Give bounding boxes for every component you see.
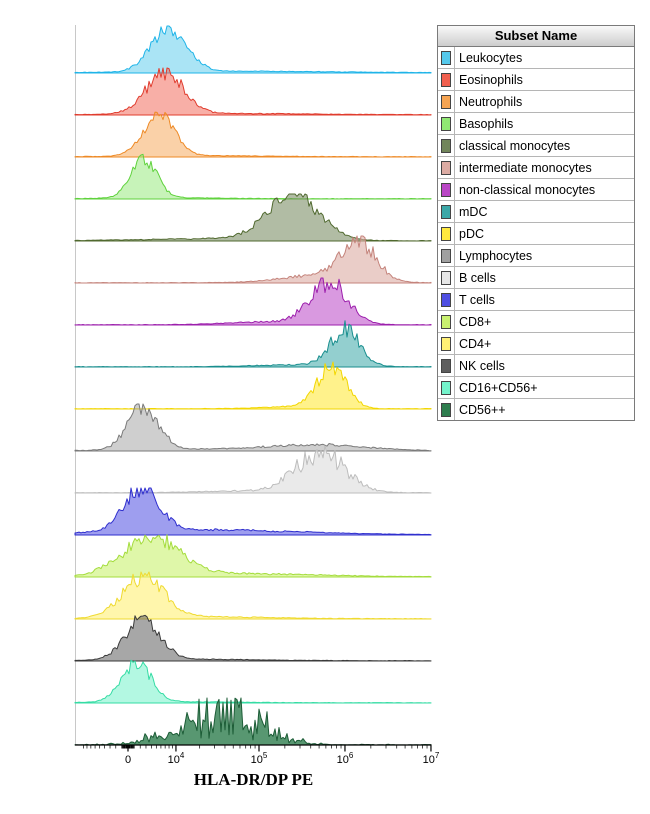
subset-color-swatch xyxy=(441,138,451,153)
histogram-curve xyxy=(74,534,432,578)
histogram-curve xyxy=(74,193,432,242)
subset-color-swatch xyxy=(441,336,451,351)
histogram-curve xyxy=(74,235,432,284)
subset-name-label: pDC xyxy=(459,226,485,241)
swatch-cell xyxy=(438,47,455,68)
subset-name-label: classical monocytes xyxy=(459,138,571,153)
subset-color-swatch xyxy=(441,160,451,175)
swatch-cell xyxy=(438,223,455,244)
legend-row-leukocytes[interactable]: Leukocytes xyxy=(438,47,634,69)
x-tick-label: 0 xyxy=(125,754,131,766)
swatch-cell xyxy=(438,179,455,200)
subset-name-label: NK cells xyxy=(459,358,505,373)
subset-name-label: Eosinophils xyxy=(459,72,523,87)
subset-name-label: Lymphocytes xyxy=(459,248,533,263)
subset-color-swatch xyxy=(441,402,451,417)
histogram-curve xyxy=(74,277,432,326)
histogram-curve xyxy=(74,445,432,494)
subset-name-label: CD4+ xyxy=(459,336,492,351)
subset-color-swatch xyxy=(441,94,451,109)
histogram-curve xyxy=(74,487,432,536)
legend-row-cd16-cd56-[interactable]: CD16+CD56+ xyxy=(438,377,634,399)
swatch-cell xyxy=(438,157,455,178)
x-tick-label: 107 xyxy=(423,751,440,766)
swatch-cell xyxy=(438,333,455,354)
x-tick-label: 104 xyxy=(168,751,185,766)
histogram-curve xyxy=(74,571,432,620)
histogram-curve xyxy=(74,697,432,746)
legend-row-pdc[interactable]: pDC xyxy=(438,223,634,245)
subset-name-label: mDC xyxy=(459,204,488,219)
subset-color-swatch xyxy=(441,380,451,395)
legend-row-cd4-[interactable]: CD4+ xyxy=(438,333,634,355)
histogram-curve xyxy=(74,659,432,704)
swatch-cell xyxy=(438,245,455,266)
subset-color-swatch xyxy=(441,204,451,219)
histogram-curve xyxy=(74,614,432,662)
subset-name-label: B cells xyxy=(459,270,496,285)
legend-row-nk-cells[interactable]: NK cells xyxy=(438,355,634,377)
histogram-plot: 0 104 105 106 107 xyxy=(74,25,440,766)
subset-name-label: non-classical monocytes xyxy=(459,182,596,197)
subset-color-swatch xyxy=(441,50,451,65)
legend-row-lymphocytes[interactable]: Lymphocytes xyxy=(438,245,634,267)
histogram-curve xyxy=(74,320,432,368)
histogram-curve xyxy=(74,67,432,116)
legend-row-cd8-[interactable]: CD8+ xyxy=(438,311,634,333)
legend-header: Subset Name xyxy=(438,26,634,47)
subset-name-label: CD56++ xyxy=(459,402,506,417)
histogram-curve xyxy=(74,111,432,158)
subset-color-swatch xyxy=(441,116,451,131)
legend-row-intermediate-monocytes[interactable]: intermediate monocytes xyxy=(438,157,634,179)
legend-row-neutrophils[interactable]: Neutrophils xyxy=(438,91,634,113)
legend-row-basophils[interactable]: Basophils xyxy=(438,113,634,135)
x-tick-label: 106 xyxy=(337,751,354,766)
swatch-cell xyxy=(438,91,455,112)
swatch-cell xyxy=(438,289,455,310)
legend-row-eosinophils[interactable]: Eosinophils xyxy=(438,69,634,91)
legend-row-classical-monocytes[interactable]: classical monocytes xyxy=(438,135,634,157)
histogram-curve xyxy=(74,403,432,452)
subset-name-label: CD16+CD56+ xyxy=(459,380,538,395)
x-axis: 0 104 105 106 107 xyxy=(75,744,440,766)
subset-color-swatch xyxy=(441,358,451,373)
swatch-cell xyxy=(438,135,455,156)
subset-name-label: T cells xyxy=(459,292,495,307)
subset-name-label: intermediate monocytes xyxy=(459,160,592,175)
subset-name-label: Basophils xyxy=(459,116,514,131)
swatch-cell xyxy=(438,267,455,288)
x-axis-label: HLA-DR/DP PE xyxy=(193,770,314,789)
subset-color-swatch xyxy=(441,182,451,197)
legend-row-non-classical-monocytes[interactable]: non-classical monocytes xyxy=(438,179,634,201)
histogram-curve xyxy=(74,361,432,410)
swatch-cell xyxy=(438,69,455,90)
swatch-cell xyxy=(438,113,455,134)
subset-name-label: Neutrophils xyxy=(459,94,523,109)
subset-color-swatch xyxy=(441,292,451,307)
swatch-cell xyxy=(438,311,455,332)
subset-color-swatch xyxy=(441,72,451,87)
swatch-cell xyxy=(438,201,455,222)
subset-name-label: CD8+ xyxy=(459,314,492,329)
subset-color-swatch xyxy=(441,270,451,285)
subset-legend-table: Subset Name Leukocytes Eosinophils Neutrop… xyxy=(437,25,635,421)
subset-color-swatch xyxy=(441,226,451,241)
x-tick-label: 105 xyxy=(251,751,268,766)
histogram-curve xyxy=(74,25,432,74)
subset-color-swatch xyxy=(441,314,451,329)
histograms xyxy=(74,25,432,746)
swatch-cell xyxy=(438,355,455,376)
legend-row-b-cells[interactable]: B cells xyxy=(438,267,634,289)
legend-row-t-cells[interactable]: T cells xyxy=(438,289,634,311)
legend-row-mdc[interactable]: mDC xyxy=(438,201,634,223)
histogram-curve xyxy=(74,153,432,200)
swatch-cell xyxy=(438,399,455,420)
subset-color-swatch xyxy=(441,248,451,263)
subset-name-label: Leukocytes xyxy=(459,50,523,65)
legend-row-cd56-[interactable]: CD56++ xyxy=(438,399,634,420)
swatch-cell xyxy=(438,377,455,398)
legend-body: Leukocytes Eosinophils Neutrophils Basophil… xyxy=(438,47,634,420)
